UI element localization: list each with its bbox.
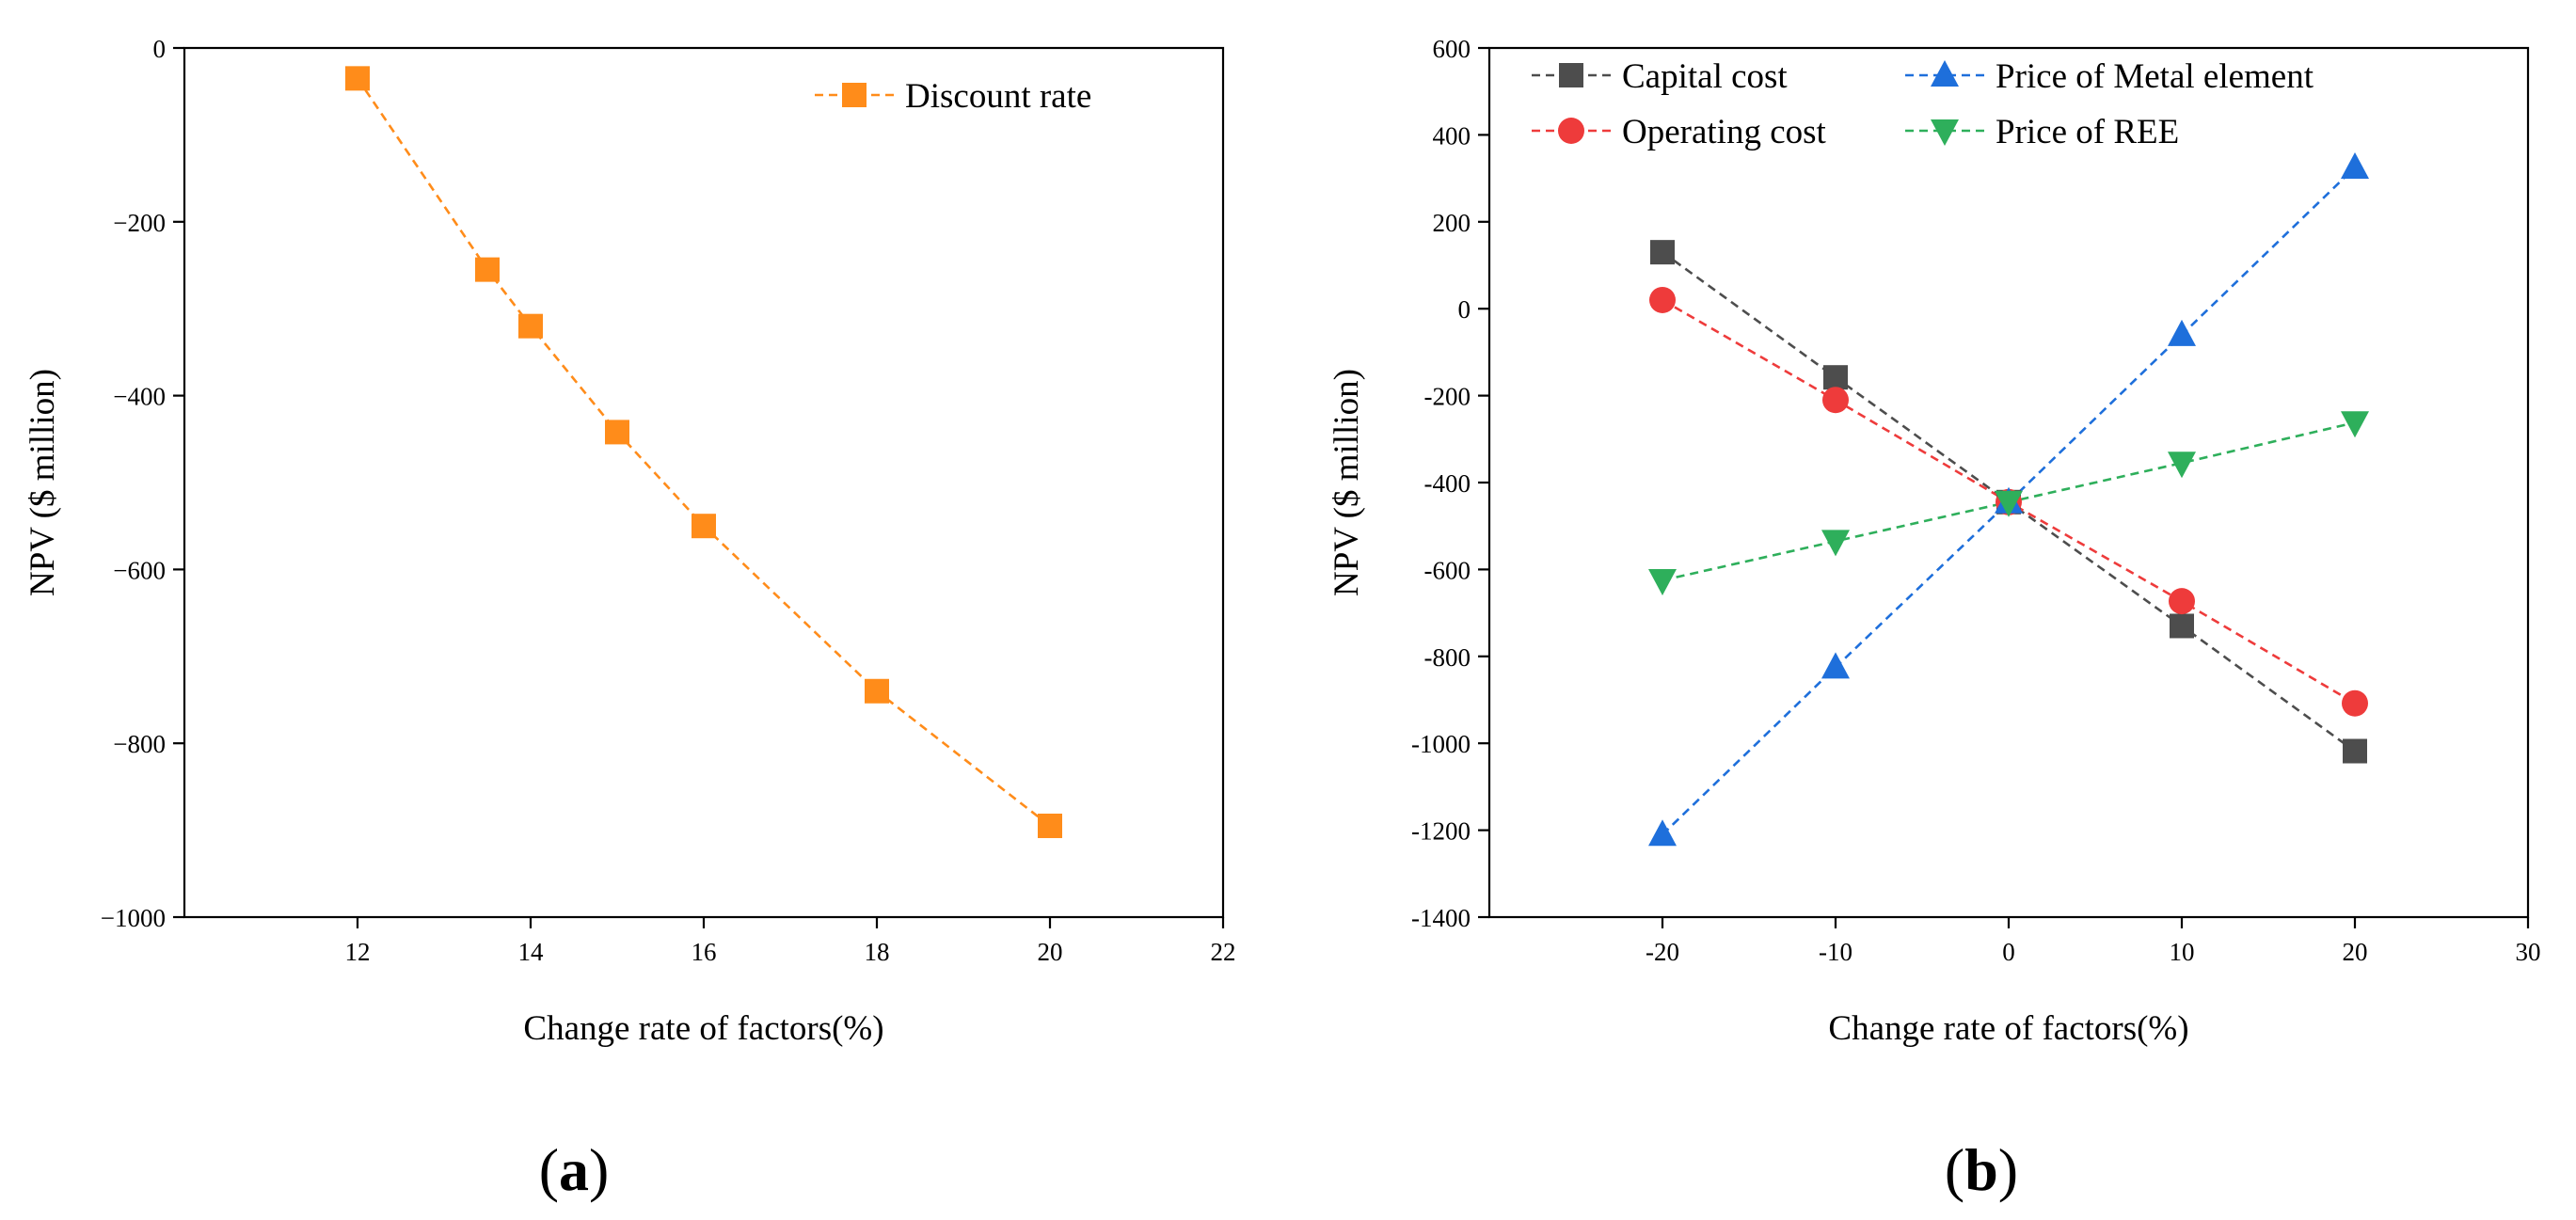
data-point bbox=[865, 678, 889, 704]
data-point bbox=[475, 257, 500, 282]
data-point bbox=[2341, 152, 2369, 180]
x-tick-label: 20 bbox=[1038, 938, 1063, 966]
y-tick-label: −800 bbox=[113, 730, 166, 758]
data-point bbox=[1038, 813, 1062, 838]
panel-b-y-axis-title: NPV ($ million) bbox=[1328, 369, 1366, 596]
y-tick-label: −1000 bbox=[101, 904, 166, 932]
series-line bbox=[356, 77, 1051, 828]
x-tick-label: 18 bbox=[865, 938, 890, 966]
data-point bbox=[2168, 319, 2196, 346]
x-tick-label: 30 bbox=[2516, 938, 2541, 966]
y-tick-label: −600 bbox=[113, 556, 166, 584]
legend-marker bbox=[842, 83, 867, 107]
data-point bbox=[2170, 613, 2194, 639]
legend-marker bbox=[1559, 63, 1583, 87]
legend-marker bbox=[1931, 60, 1959, 87]
panel-b-series bbox=[1648, 152, 2369, 847]
data-point bbox=[692, 514, 716, 539]
x-tick-label: 0 bbox=[2002, 938, 2015, 966]
y-tick-label: -1200 bbox=[1411, 817, 1471, 846]
y-tick-label: 0 bbox=[1458, 295, 1471, 324]
panel-b-label: (b) bbox=[1945, 1136, 2018, 1203]
panel-a-label: (a) bbox=[539, 1136, 610, 1203]
data-point bbox=[2169, 588, 2195, 615]
data-point bbox=[1648, 819, 1677, 847]
panel-a-x-axis-title: Change rate of factors(%) bbox=[523, 1009, 883, 1048]
panel-b-x-axis-title: Change rate of factors(%) bbox=[1828, 1009, 2188, 1048]
data-point bbox=[1821, 652, 1850, 679]
y-tick-label: -800 bbox=[1424, 643, 1471, 672]
x-tick-label: 20 bbox=[2343, 938, 2368, 966]
panel-b-plot-frame bbox=[1487, 46, 2530, 919]
panel-a-plot-frame bbox=[183, 46, 1225, 919]
data-point bbox=[605, 420, 629, 445]
y-tick-label: -600 bbox=[1424, 556, 1471, 584]
panel-b-legend: Capital cost Operating cost Price of Metal… bbox=[1532, 57, 2314, 151]
data-point bbox=[1650, 240, 1675, 265]
legend-marker bbox=[1558, 118, 1584, 144]
x-tick-label: 16 bbox=[692, 938, 717, 966]
legend-label: Capital cost bbox=[1622, 57, 1788, 96]
data-point bbox=[345, 66, 370, 91]
data-point bbox=[1823, 365, 1848, 390]
panel-a-y-axis-title: NPV ($ million) bbox=[24, 369, 62, 596]
data-point bbox=[1821, 530, 1850, 557]
y-tick-label: 400 bbox=[1433, 121, 1471, 150]
y-tick-label: 0 bbox=[153, 35, 167, 63]
panel-b-chart: -20 -10 0 10 20 30 600 400 200 0 -200 -400 -600 -800 -… bbox=[1328, 35, 2541, 1048]
data-point bbox=[2168, 452, 2196, 479]
data-point bbox=[2342, 689, 2368, 717]
y-tick-label: 600 bbox=[1433, 35, 1471, 63]
x-tick-label: 14 bbox=[518, 938, 545, 966]
x-tick-label: 22 bbox=[1211, 938, 1236, 966]
data-point bbox=[2341, 411, 2369, 438]
panel-a-chart: 12 14 16 18 20 22 0 −200 −400 −600 −800 −1000 Disco… bbox=[24, 35, 1236, 1048]
data-point bbox=[1995, 490, 2023, 517]
x-tick-label: 10 bbox=[2170, 938, 2195, 966]
legend-label: Price of REE bbox=[1996, 113, 2179, 151]
y-tick-label: -200 bbox=[1424, 383, 1471, 411]
y-tick-label: 200 bbox=[1433, 209, 1471, 237]
data-point bbox=[1822, 387, 1849, 414]
y-tick-label: −400 bbox=[113, 383, 166, 411]
y-tick-label: -400 bbox=[1424, 469, 1471, 498]
legend-label: Discount rate bbox=[905, 77, 1091, 116]
legend-label: Price of Metal element bbox=[1996, 57, 2314, 96]
data-point bbox=[1649, 286, 1676, 313]
x-tick-label: -10 bbox=[1819, 938, 1852, 966]
data-point bbox=[1648, 568, 1677, 595]
y-tick-label: -1400 bbox=[1411, 904, 1471, 932]
data-point bbox=[518, 313, 543, 339]
legend-label: Operating cost bbox=[1622, 113, 1827, 151]
panel-a-series bbox=[345, 66, 1062, 838]
data-point bbox=[2343, 738, 2367, 764]
x-tick-label: 12 bbox=[345, 938, 371, 966]
panel-b-ticks: -20 -10 0 10 20 30 600 400 200 0 -200 -400 -600 -800 -… bbox=[1411, 35, 2541, 966]
panel-a-ticks: 12 14 16 18 20 22 0 −200 −400 −600 −800 −1000 bbox=[101, 35, 1236, 966]
x-tick-label: -20 bbox=[1646, 938, 1679, 966]
y-tick-label: -1000 bbox=[1411, 730, 1471, 758]
y-tick-label: −200 bbox=[113, 209, 166, 237]
legend-marker bbox=[1931, 119, 1959, 146]
panel-a-legend: Discount rate bbox=[815, 77, 1091, 116]
